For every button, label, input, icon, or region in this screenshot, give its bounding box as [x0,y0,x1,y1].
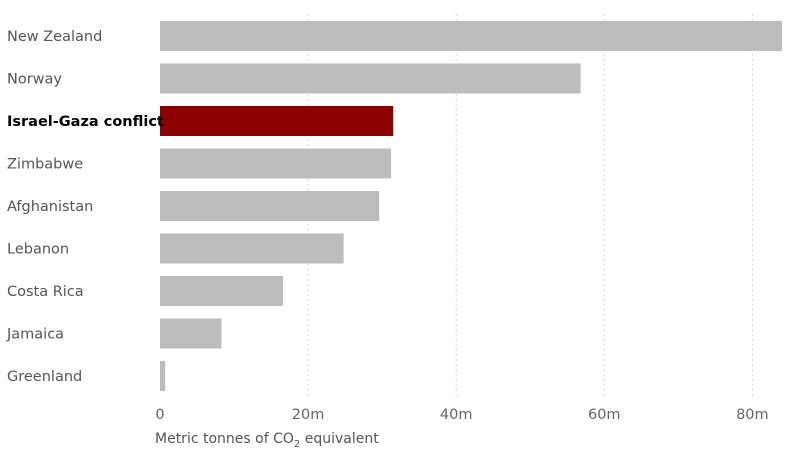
category-label-israel-gaza-conflict: Israel-Gaza conflict [7,114,164,130]
bars [160,21,782,391]
bar-norway [160,63,581,94]
x-tick-label-60: 60m [588,407,621,423]
bar-costa-rica [160,276,283,306]
x-axis-title: Metric tonnes of CO2 equivalent [155,431,379,449]
category-label-greenland: Greenland [7,369,82,385]
x-tick-labels: 0 20m 40m 60m 80m [155,407,768,423]
bar-jamaica [160,318,222,349]
category-label-jamaica: Jamaica [6,327,64,343]
category-label-new-zealand: New Zealand [7,29,102,45]
category-label-norway: Norway [7,72,62,88]
category-label-lebanon: Lebanon [7,242,69,258]
x-tick-label-0: 0 [155,407,164,423]
bar-zimbabwe [160,148,392,179]
category-label-costa-rica: Costa Rica [7,284,84,300]
bar-afghanistan [160,191,380,221]
x-tick-label-40: 40m [440,407,473,423]
category-labels: New Zealand Norway Israel-Gaza conflict Zim… [6,29,164,385]
bar-new-zealand [160,21,782,51]
category-label-afghanistan: Afghanistan [7,199,93,215]
bar-greenland [160,361,166,391]
x-tick-label-80: 80m [736,407,769,423]
bar-lebanon [160,233,344,264]
category-label-zimbabwe: Zimbabwe [7,157,83,173]
bar-israel-gaza-conflict [160,106,394,136]
x-tick-label-20: 20m [292,407,325,423]
